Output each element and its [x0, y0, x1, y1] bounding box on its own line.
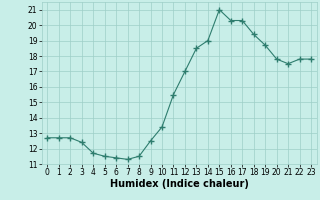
X-axis label: Humidex (Indice chaleur): Humidex (Indice chaleur) [110, 179, 249, 189]
